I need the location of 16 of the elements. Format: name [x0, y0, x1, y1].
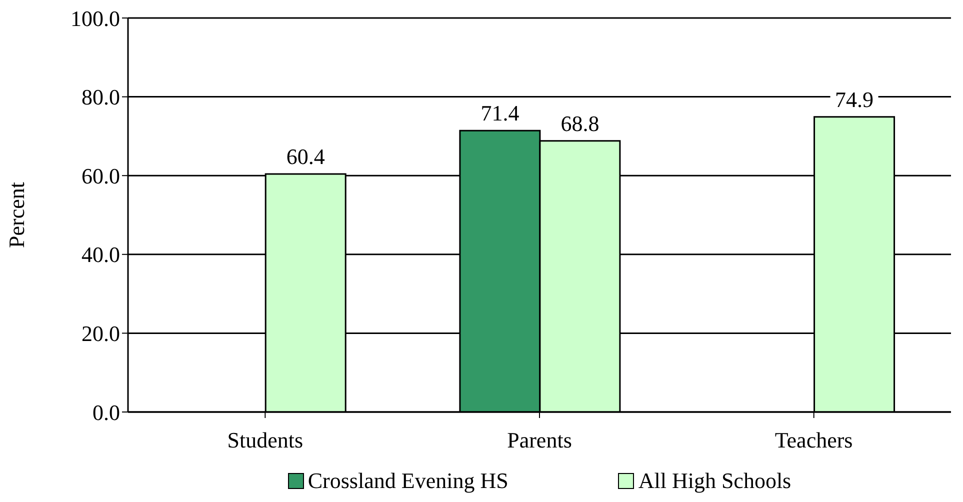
y-tick-label: 20.0: [82, 321, 120, 346]
data-label: 71.4: [480, 100, 520, 126]
y-tick-label: 60.0: [82, 163, 120, 188]
y-tick-label: 0.0: [92, 400, 120, 425]
x-tick-label: Students: [227, 428, 304, 453]
legend-label: All High Schools: [637, 468, 792, 494]
legend-label: Crossland Evening HS: [306, 468, 508, 494]
data-label: 68.8: [560, 110, 600, 136]
y-tick-label: 80.0: [82, 84, 120, 110]
data-label: 60.4: [286, 144, 325, 170]
x-tick-label: Parents: [507, 428, 572, 453]
x-tick-label: Teachers: [774, 428, 853, 453]
y-tick-label: 100.0: [70, 6, 120, 31]
data-label: 74.9: [835, 86, 874, 112]
y-tick-label: 40.0: [82, 242, 120, 268]
y-axis-title: Percent: [4, 182, 29, 248]
